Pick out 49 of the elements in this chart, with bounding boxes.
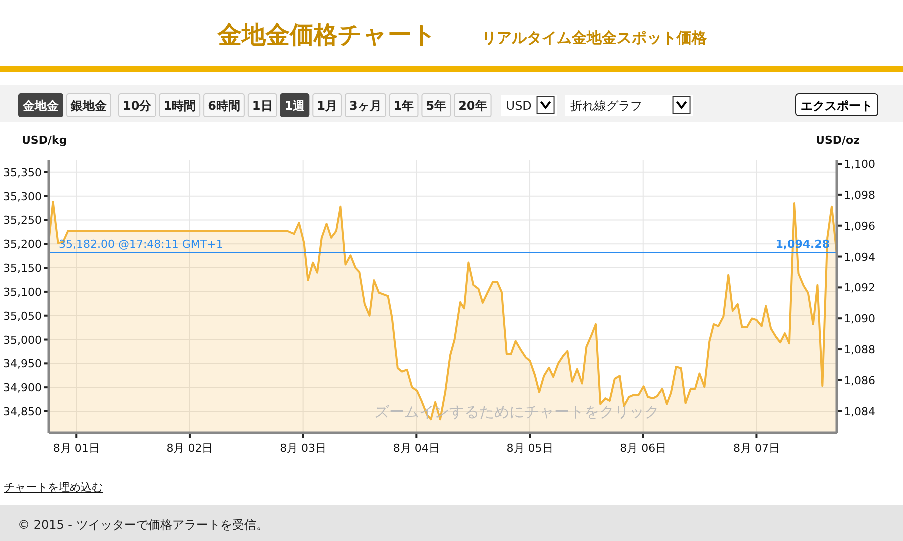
text: 金地金 bbox=[22, 99, 60, 113]
text: チャートを埋め込む bbox=[4, 481, 103, 494]
text: 1月 bbox=[317, 99, 338, 113]
text: 銀地金 bbox=[70, 99, 108, 113]
text: 1年 bbox=[394, 99, 414, 113]
x-tick-label: 8月 05日 bbox=[506, 442, 554, 455]
y-tick-label: 35,200 bbox=[4, 238, 42, 252]
y-tick-label: 35,350 bbox=[4, 166, 42, 180]
text: 5年 bbox=[426, 99, 447, 113]
y-tick-label: 34,900 bbox=[4, 382, 42, 395]
y-tick-label: 35,000 bbox=[4, 334, 42, 347]
y-tick-label: 35,300 bbox=[4, 190, 42, 204]
text: 3ヶ月 bbox=[350, 99, 382, 113]
text: 1時間 bbox=[164, 99, 196, 113]
text: 1日 bbox=[252, 99, 273, 113]
chart-title: 金地金価格チャート bbox=[217, 21, 437, 49]
y2-tick-label: 1,098 bbox=[844, 188, 876, 202]
y2-tick-label: 1,092 bbox=[844, 282, 876, 295]
y-tick-label: 34,850 bbox=[4, 405, 42, 418]
x-tick-label: 8月 02日 bbox=[166, 442, 214, 455]
x-tick-label: 8月 01日 bbox=[53, 442, 100, 455]
y2-tick-label: 1,094 bbox=[844, 250, 876, 264]
text: USD bbox=[506, 99, 532, 113]
x-tick-label: 8月 03日 bbox=[280, 442, 327, 455]
y-tick-label: 35,100 bbox=[4, 286, 42, 299]
y-tick-label: 35,050 bbox=[4, 310, 42, 323]
ref-line-label: 35,182.00 @17:48:11 GMT+1 bbox=[59, 238, 224, 251]
x-tick-label: 8月 07日 bbox=[733, 442, 780, 455]
y-tick-label: 34,950 bbox=[4, 358, 42, 371]
text: 10分 bbox=[123, 99, 153, 113]
y2-axis-title: USD/oz bbox=[816, 134, 860, 147]
y-tick-label: 35,150 bbox=[4, 262, 42, 276]
text: 20年 bbox=[458, 99, 488, 113]
chart-subtitle: リアルタイム金地金スポット価格 bbox=[482, 29, 708, 47]
text: 6時間 bbox=[208, 99, 240, 113]
y2-tick-label: 1,088 bbox=[844, 344, 876, 357]
x-tick-label: 8月 06日 bbox=[620, 442, 667, 455]
y-tick-label: 35,250 bbox=[4, 214, 42, 228]
text: 折れ線グラフ bbox=[570, 99, 642, 113]
text: エクスポート bbox=[801, 99, 873, 113]
y2-tick-label: 1,096 bbox=[844, 220, 876, 233]
y-axis-title: USD/kg bbox=[22, 134, 68, 147]
y2-tick-label: 1,090 bbox=[844, 312, 876, 326]
text: © 2015 - ツイッターで価格アラートを受信。 bbox=[18, 518, 268, 532]
x-tick-label: 8月 04日 bbox=[393, 442, 440, 455]
y2-tick-label: 1,086 bbox=[844, 374, 876, 388]
y2-tick-label: 1,100 bbox=[844, 158, 876, 172]
y2-tick-label: 1,084 bbox=[844, 405, 876, 418]
text: 1週 bbox=[284, 99, 306, 113]
